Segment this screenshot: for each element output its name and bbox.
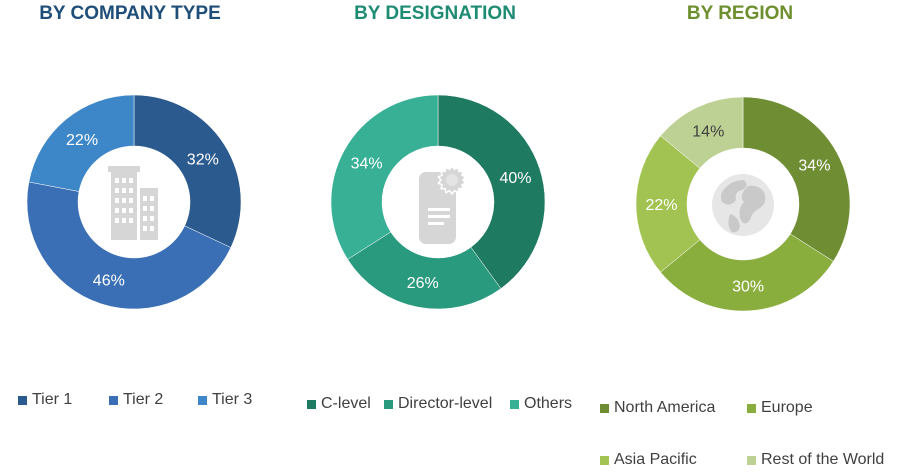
slice-tier-2 bbox=[26, 181, 232, 310]
legend-label: Tier 2 bbox=[123, 391, 164, 408]
legend-swatch bbox=[109, 395, 118, 405]
legend-swatch bbox=[384, 399, 393, 409]
legend-label: Tier 3 bbox=[212, 391, 253, 408]
legend-label: C-level bbox=[321, 395, 371, 412]
slice-others bbox=[330, 94, 439, 260]
data-label: 46% bbox=[93, 273, 125, 290]
legend-swatch bbox=[198, 395, 207, 405]
legend-label: Asia Pacific bbox=[614, 451, 697, 468]
document-badge-icon bbox=[419, 164, 467, 244]
legend-swatch bbox=[18, 395, 27, 405]
legend-label: Director-level bbox=[398, 395, 493, 412]
slice-director-level bbox=[347, 231, 502, 310]
legend-label: Tier 1 bbox=[32, 391, 73, 408]
data-label: 30% bbox=[732, 278, 764, 295]
data-label: 34% bbox=[798, 158, 830, 175]
donut-designation: 40% 26% 34% bbox=[330, 94, 546, 310]
legend-north-america: North America bbox=[600, 399, 715, 417]
slice-north-america bbox=[742, 96, 851, 262]
data-label: 34% bbox=[351, 156, 383, 173]
slice-europe bbox=[660, 233, 834, 312]
data-label: 22% bbox=[66, 132, 98, 149]
legend-label: Europe bbox=[761, 399, 813, 416]
title-region: BY REGION bbox=[686, 3, 794, 24]
legend-tier-2: Tier 2 bbox=[109, 391, 163, 409]
legend-asia-pacific: Asia Pacific bbox=[600, 451, 697, 469]
slice-tier-1 bbox=[133, 94, 242, 248]
data-label: 14% bbox=[692, 123, 724, 140]
legend-europe: Europe bbox=[747, 399, 813, 417]
legend-director-level: Director-level bbox=[384, 395, 492, 413]
donut-company-type: 32% 46% 22% bbox=[26, 94, 242, 310]
legend-label: North America bbox=[614, 399, 716, 416]
globe-icon bbox=[712, 174, 774, 236]
title-designation: BY DESIGNATION bbox=[354, 3, 516, 24]
legend-swatch bbox=[510, 399, 519, 409]
legend-swatch bbox=[747, 403, 756, 413]
title-company-type: BY COMPANY TYPE bbox=[39, 3, 221, 24]
legend-others: Others bbox=[510, 395, 572, 413]
slice-rest-of-the-world bbox=[660, 96, 744, 169]
legend-tier-3: Tier 3 bbox=[198, 391, 252, 409]
data-label: 26% bbox=[407, 275, 439, 292]
data-label: 40% bbox=[499, 170, 531, 187]
data-label: 22% bbox=[645, 197, 677, 214]
legend-swatch bbox=[307, 399, 316, 409]
legend-swatch bbox=[600, 403, 609, 413]
slice-tier-3 bbox=[28, 94, 135, 192]
legend-swatch bbox=[600, 455, 609, 465]
legend-tier-1: Tier 1 bbox=[18, 391, 72, 409]
legend-label: Others bbox=[524, 395, 573, 412]
legend-rest-of-the-world: Rest of the World bbox=[747, 451, 884, 469]
legend-swatch bbox=[747, 455, 756, 465]
slice-c-level bbox=[437, 94, 546, 289]
buildings-icon bbox=[108, 166, 158, 240]
legend-label: Rest of the World bbox=[761, 451, 885, 468]
donut-region: 34% 30% 22% 14% bbox=[635, 96, 851, 312]
legend-c-level: C-level bbox=[307, 395, 371, 413]
data-label: 32% bbox=[187, 151, 219, 168]
slice-asia-pacific bbox=[635, 135, 701, 273]
